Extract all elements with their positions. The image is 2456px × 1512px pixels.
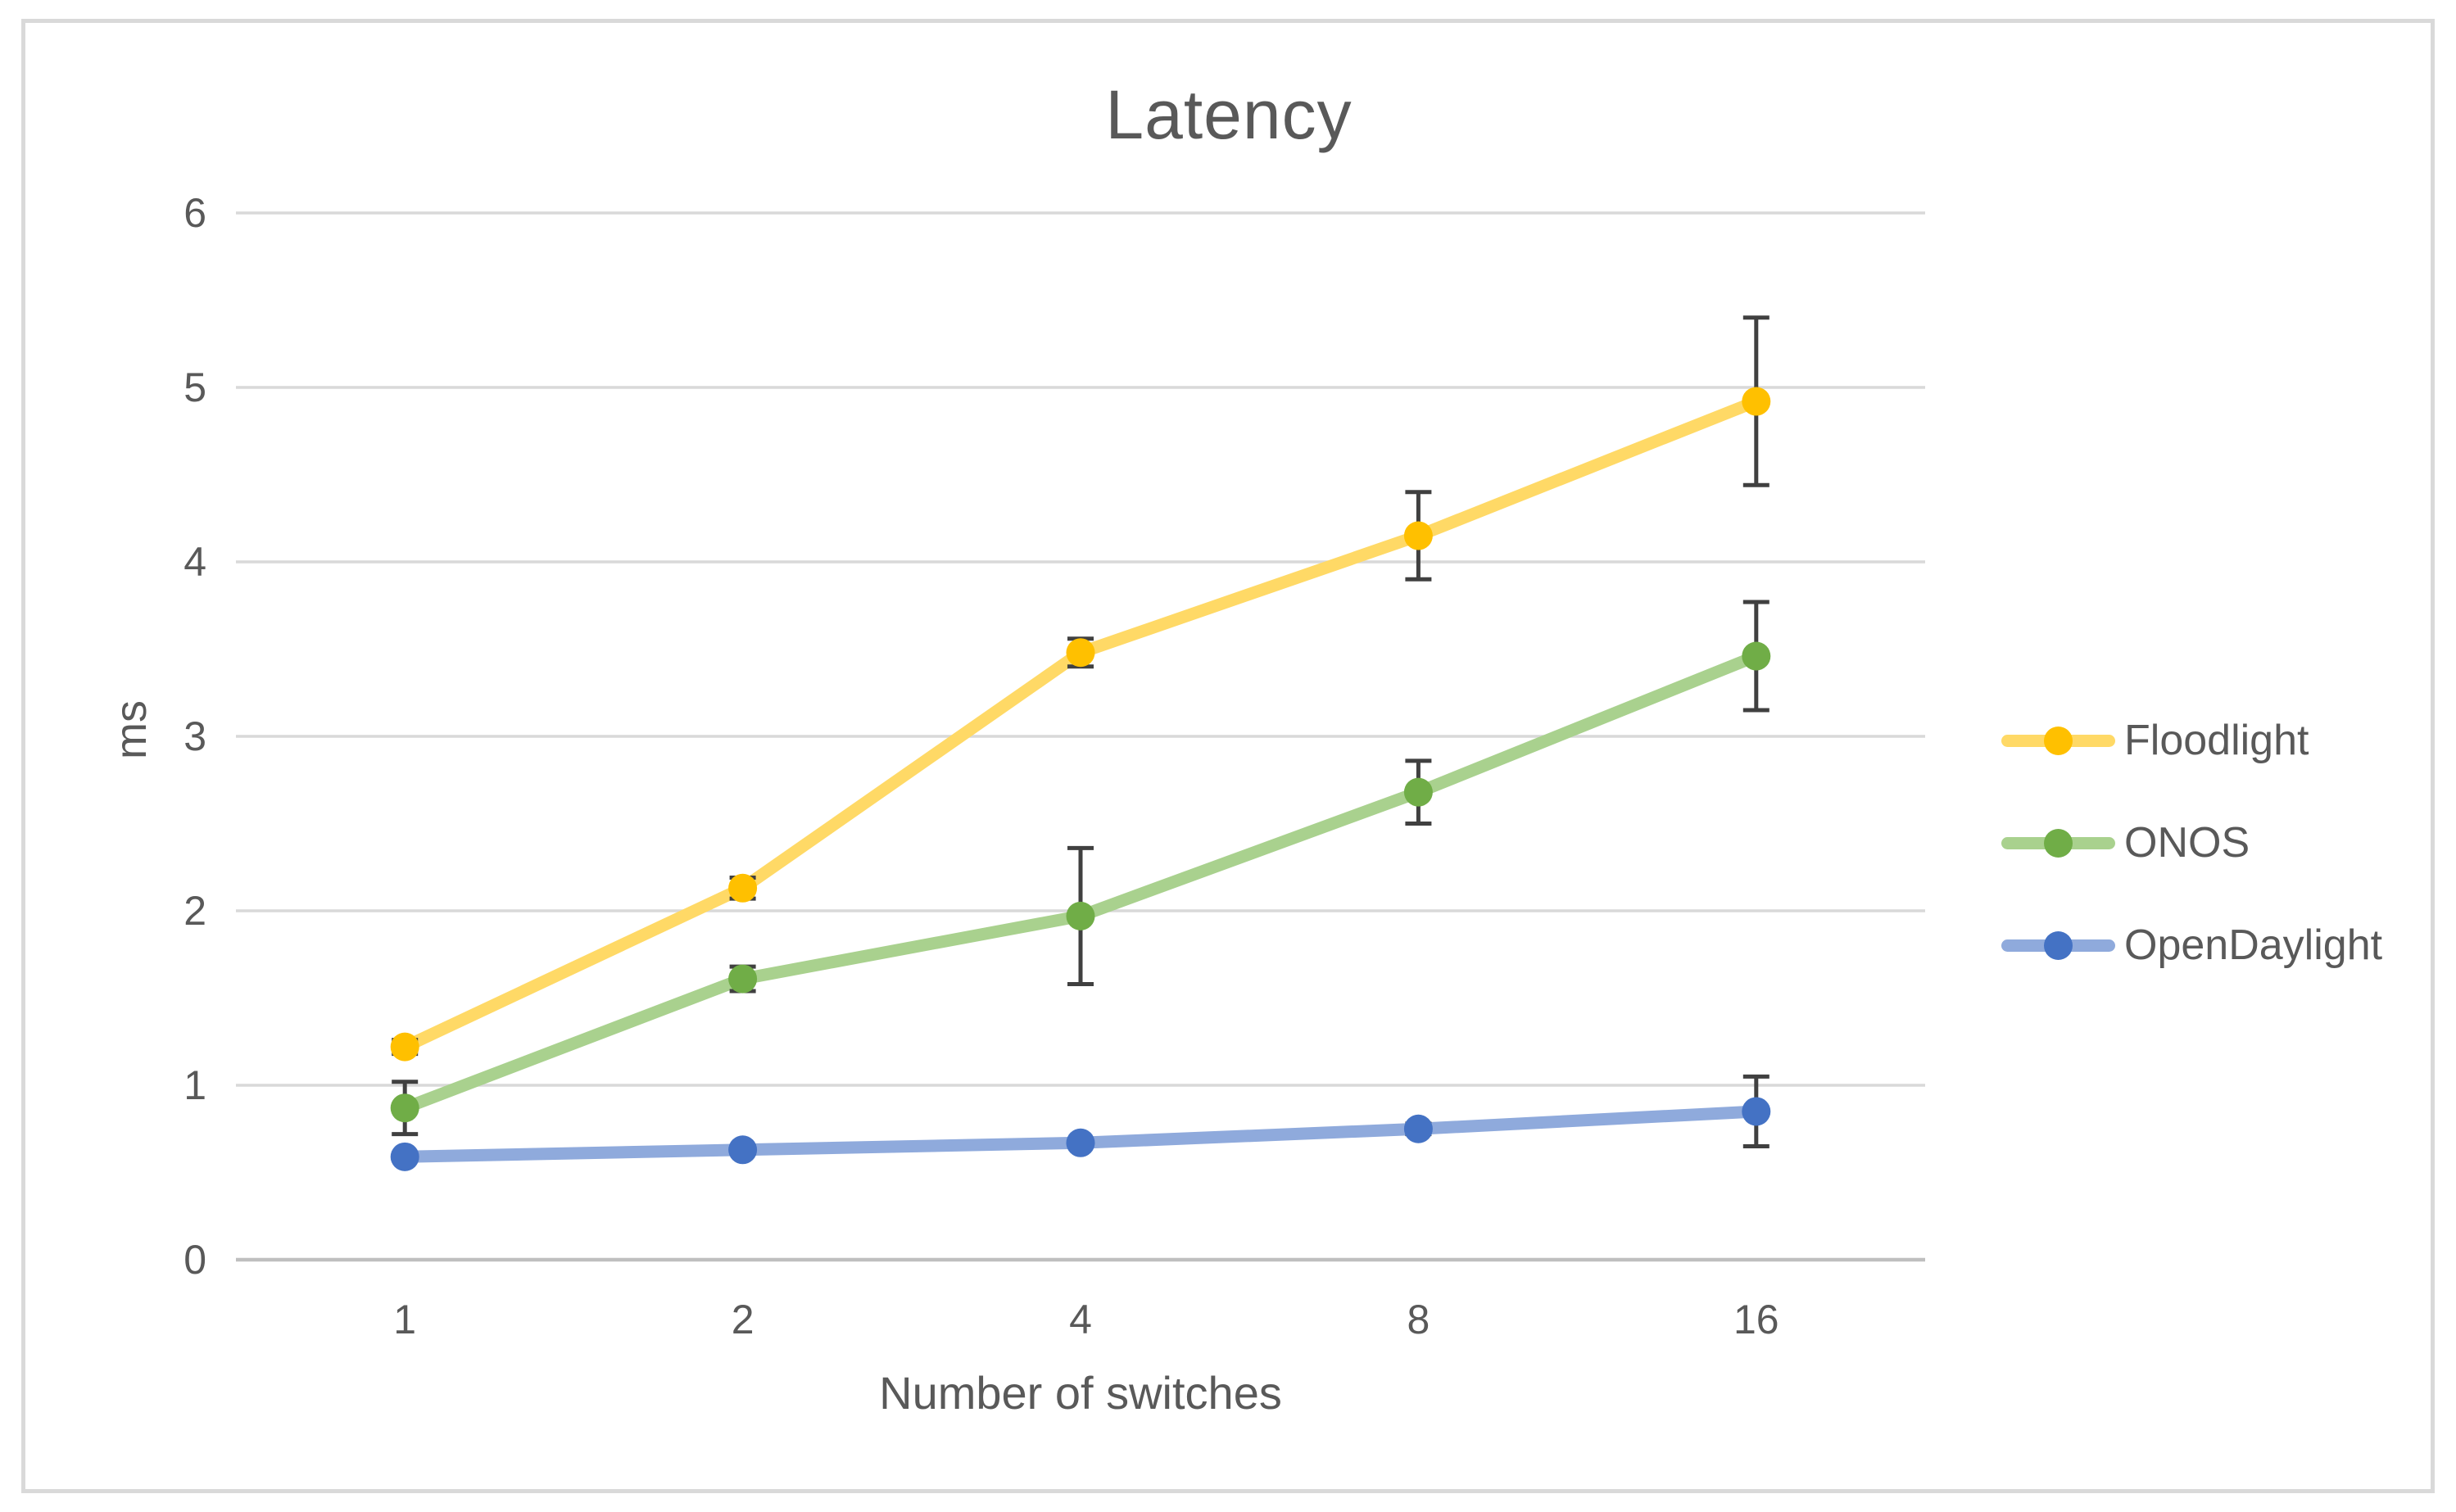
y-tick-label: 3 bbox=[184, 713, 206, 759]
y-axis-title: ms bbox=[106, 700, 156, 759]
legend-swatch bbox=[2001, 818, 2115, 867]
y-tick-label: 5 bbox=[184, 364, 206, 410]
data-point-onos bbox=[1403, 777, 1433, 807]
data-point-floodlight bbox=[1742, 387, 1771, 416]
data-point-opendaylight bbox=[728, 1135, 758, 1165]
legend-marker-icon bbox=[2044, 931, 2073, 960]
y-tick-label: 0 bbox=[184, 1237, 206, 1283]
x-tick-label: 8 bbox=[1407, 1297, 1430, 1342]
data-point-floodlight bbox=[390, 1032, 419, 1062]
y-tick-label: 2 bbox=[184, 888, 206, 934]
data-point-floodlight bbox=[728, 873, 758, 903]
legend-item-opendaylight: OpenDaylight bbox=[2001, 921, 2382, 970]
legend-label: ONOS bbox=[2124, 819, 2250, 867]
legend-swatch bbox=[2001, 921, 2115, 970]
x-tick-label: 2 bbox=[732, 1297, 754, 1342]
chart-title: Latency bbox=[1105, 76, 1353, 153]
legend-swatch bbox=[2001, 716, 2115, 765]
x-tick-label: 1 bbox=[393, 1297, 416, 1342]
legend-item-onos: ONOS bbox=[2001, 818, 2250, 867]
data-point-onos bbox=[1742, 641, 1771, 671]
y-tick-label: 4 bbox=[184, 539, 206, 585]
x-tick-label: 16 bbox=[1733, 1297, 1779, 1342]
data-point-onos bbox=[728, 964, 758, 994]
legend-item-floodlight: Floodlight bbox=[2001, 716, 2309, 765]
data-point-floodlight bbox=[1403, 521, 1433, 550]
legend-label: Floodlight bbox=[2124, 717, 2309, 764]
x-tick-label: 4 bbox=[1069, 1297, 1092, 1342]
data-point-onos bbox=[390, 1093, 419, 1123]
data-point-opendaylight bbox=[390, 1142, 419, 1171]
data-point-opendaylight bbox=[1742, 1097, 1771, 1126]
data-point-opendaylight bbox=[1066, 1128, 1095, 1157]
chart-frame bbox=[21, 19, 2435, 1493]
legend-marker-icon bbox=[2044, 727, 2073, 755]
y-tick-label: 6 bbox=[184, 190, 206, 236]
legend-label: OpenDaylight bbox=[2124, 921, 2383, 969]
data-point-onos bbox=[1066, 901, 1095, 930]
y-tick-label: 1 bbox=[184, 1062, 206, 1108]
x-axis-title: Number of switches bbox=[879, 1367, 1282, 1419]
data-point-opendaylight bbox=[1403, 1114, 1433, 1143]
legend-marker-icon bbox=[2044, 829, 2073, 858]
data-point-floodlight bbox=[1066, 638, 1095, 668]
